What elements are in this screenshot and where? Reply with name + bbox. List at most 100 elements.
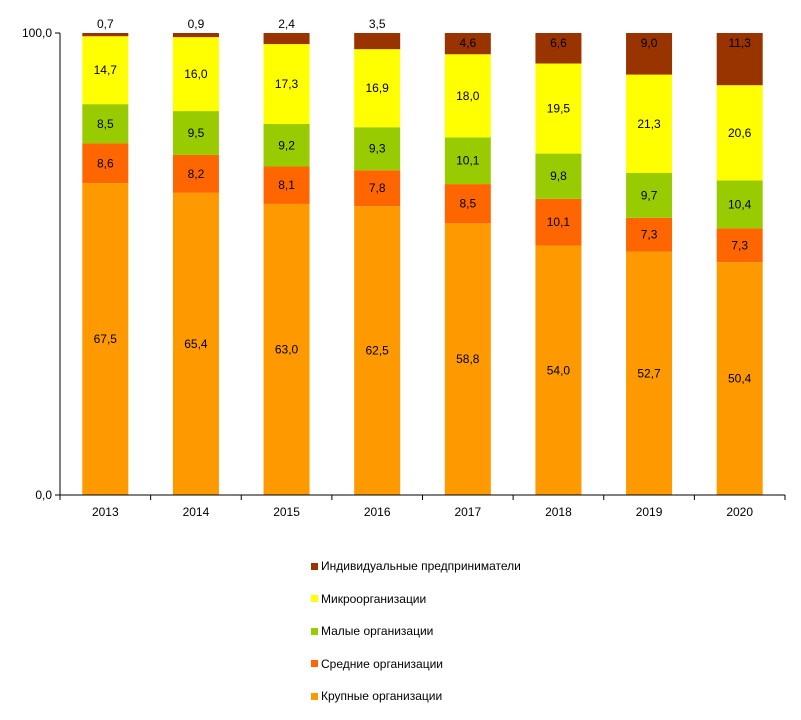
data-label: 9,0 [641, 36, 658, 50]
data-label: 9,8 [550, 169, 567, 183]
data-label: 8,1 [278, 178, 295, 192]
data-label: 8,5 [459, 197, 476, 211]
bar-segment [716, 33, 763, 86]
data-label: 2,4 [278, 17, 295, 31]
legend-swatch [311, 627, 318, 635]
data-label: 10,1 [456, 154, 480, 168]
bar-segment [444, 223, 491, 495]
legend-item: Крупные организации [311, 689, 442, 703]
data-label: 21,3 [637, 117, 661, 131]
bar-segment [263, 33, 310, 45]
bar-segment [535, 63, 582, 154]
data-label: 8,5 [97, 117, 114, 131]
bar-segment [716, 228, 763, 263]
bar-segment [263, 124, 310, 167]
bar-segment [535, 198, 582, 246]
legend-swatch [311, 660, 318, 667]
data-label: 8,6 [97, 156, 114, 170]
data-label: 16,0 [184, 67, 208, 81]
data-label: 9,5 [188, 126, 205, 140]
data-label: 19,5 [547, 102, 571, 116]
x-tick-label: 2014 [183, 505, 210, 519]
bar-segment [82, 104, 129, 144]
legend-label: Индивидуальные предприниматели [321, 559, 521, 573]
bar-segment [82, 36, 129, 105]
bar-segment [444, 33, 491, 55]
bar-segment [535, 33, 582, 64]
bar-segment [172, 192, 219, 496]
bar-segment [172, 111, 219, 155]
x-tick-label: 2013 [92, 505, 119, 519]
data-label: 0,9 [188, 17, 205, 31]
data-label: 20,6 [728, 126, 752, 140]
y-tick-label: 100,0 [22, 26, 52, 40]
bar-segment [263, 203, 310, 495]
data-label: 10,1 [547, 215, 571, 229]
data-label: 0,7 [97, 17, 114, 31]
data-label: 9,2 [278, 138, 295, 152]
x-tick-label: 2020 [726, 505, 753, 519]
data-label: 11,3 [728, 36, 751, 50]
bar-segment [172, 154, 219, 193]
data-label: 7,3 [731, 238, 748, 252]
bar-segment [354, 33, 401, 50]
bar-segment [716, 85, 763, 181]
bar-segment [444, 137, 491, 185]
x-tick-label: 2016 [364, 505, 391, 519]
data-label: 8,2 [188, 167, 205, 181]
data-label: 16,9 [366, 81, 390, 95]
legend-item: Индивидуальные предприниматели [311, 559, 521, 573]
bar-segment [716, 180, 763, 229]
bar-segment [535, 245, 582, 495]
legend-label: Средние организации [321, 656, 444, 671]
data-label: 54,0 [547, 363, 571, 377]
y-tick-label: 0,0 [35, 488, 52, 502]
data-label: 50,4 [728, 372, 752, 386]
data-label: 9,3 [369, 142, 386, 156]
data-label: 65,4 [184, 337, 208, 351]
x-tick-label: 2017 [454, 505, 481, 519]
data-label: 52,7 [637, 366, 661, 380]
data-label: 3,5 [369, 17, 386, 31]
plot-area: 67,5 8,6 8,5 14,7 0,7 2013 65,4 8,2 9,5 16,0 0,9 20… [22, 17, 786, 519]
data-label: 18,0 [456, 89, 480, 103]
bar-segment [263, 44, 310, 125]
bar-segment [626, 217, 673, 252]
legend-swatch [311, 562, 318, 570]
bar-segment [716, 262, 763, 495]
legend-label: Микроорганизации [321, 591, 427, 606]
bar-segment [354, 49, 401, 128]
data-label: 14,7 [94, 63, 118, 77]
bar-segment [172, 33, 219, 38]
bar-segment [626, 251, 673, 495]
bar-segment [82, 33, 129, 37]
bar-segment [444, 54, 491, 138]
data-label: 63,0 [275, 342, 299, 356]
legend-swatch [311, 595, 318, 602]
legend-item: Средние организации [311, 657, 443, 671]
bar-segment [535, 153, 582, 199]
bar-segment [354, 206, 401, 495]
bar-segment [82, 143, 129, 184]
bar-segment [626, 74, 673, 173]
bar-segment [354, 127, 401, 171]
data-label: 67,5 [94, 332, 118, 346]
x-tick-label: 2018 [545, 505, 572, 519]
data-label: 62,5 [366, 344, 390, 358]
data-label: 7,8 [369, 181, 386, 195]
bar-segment [82, 183, 129, 495]
x-tick-label: 2019 [636, 505, 663, 519]
data-label: 9,7 [641, 188, 658, 202]
legend-item: Малые организации [311, 624, 433, 638]
x-tick-label: 2015 [273, 505, 300, 519]
legend-label: Крупные организации [321, 689, 443, 703]
bar-segment [354, 170, 401, 207]
data-label: 6,6 [550, 36, 567, 50]
data-label: 58,8 [456, 352, 480, 366]
data-label: 10,4 [728, 197, 752, 211]
legend-swatch [311, 692, 318, 700]
data-label: 17,3 [275, 77, 299, 91]
legend-item: Микроорганизации [311, 592, 426, 606]
bar-segment [626, 172, 673, 218]
